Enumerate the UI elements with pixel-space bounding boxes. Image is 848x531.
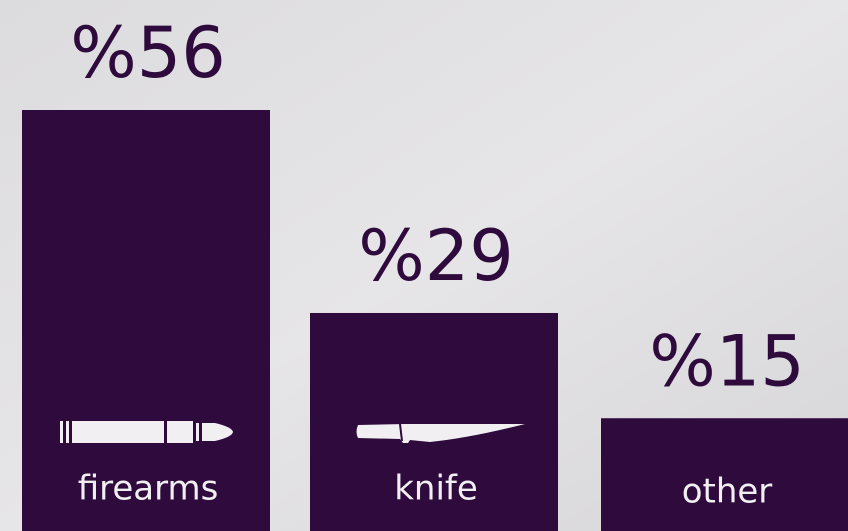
value-label: %15 [649, 320, 805, 402]
bars [22, 110, 848, 531]
value-label: %56 [70, 12, 226, 94]
category-label: other [682, 472, 773, 512]
bar [22, 110, 270, 531]
icons [60, 421, 525, 443]
bar [601, 418, 848, 531]
category-label: knife [394, 469, 478, 509]
knife-icon [356, 423, 525, 443]
bar [310, 312, 558, 531]
value-label: %29 [358, 215, 514, 297]
category-label: firearms [78, 469, 219, 509]
bullet-icon [60, 421, 233, 443]
